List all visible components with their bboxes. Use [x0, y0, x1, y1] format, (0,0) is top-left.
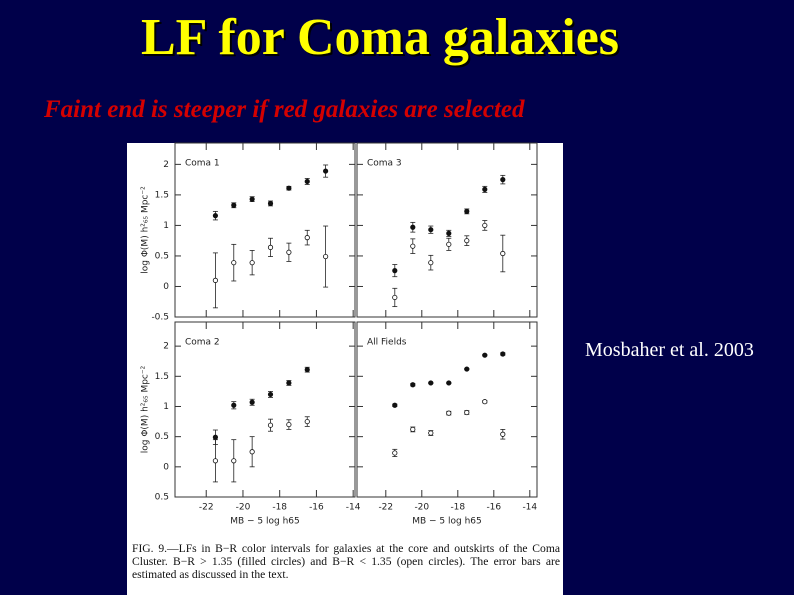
data-point [482, 222, 488, 229]
data-point [500, 250, 506, 257]
data-point [231, 202, 237, 208]
data-point [500, 431, 506, 437]
x-tick-label: -18 [272, 503, 287, 513]
data-point [500, 351, 506, 357]
data-point [428, 380, 434, 386]
panel-label: Coma 2 [185, 338, 220, 348]
y-tick-label: 2 [163, 342, 169, 352]
data-point [249, 260, 255, 266]
data-point [267, 391, 274, 398]
y-tick-label: 0.5 [155, 251, 169, 261]
data-point [410, 382, 416, 388]
y-tick-label: 1.5 [155, 190, 169, 200]
x-axis-label: MB − 5 log h65 [412, 517, 482, 527]
slide-title: LF for Coma galaxies [140, 9, 620, 66]
y-tick-label: 0.5 [155, 432, 169, 442]
y-axis-label: log Φ(M) h²₆₅ Mpc⁻² [141, 365, 151, 453]
data-point [482, 399, 488, 405]
data-point [392, 294, 398, 301]
data-point [231, 260, 237, 266]
y-tick-label: 1 [163, 221, 169, 231]
data-point [392, 402, 398, 408]
x-axis-label: MB − 5 log h65 [230, 517, 300, 527]
panel-frame [356, 142, 538, 318]
slide-subtitle: Faint end is steeper if red galaxies are… [44, 96, 525, 123]
data-point [410, 224, 416, 230]
data-point [286, 249, 292, 255]
x-tick-label: -14 [346, 503, 361, 513]
data-point [323, 168, 329, 174]
panel-frame [174, 321, 356, 498]
data-point [304, 418, 310, 425]
data-point [464, 366, 470, 372]
figure-background [127, 143, 563, 595]
data-point [212, 434, 219, 440]
x-tick-label: -16 [486, 503, 501, 513]
panel-frame [174, 142, 356, 318]
data-point [410, 426, 416, 433]
data-point [267, 422, 274, 428]
data-point [267, 244, 274, 250]
data-point [464, 409, 470, 416]
x-tick-label: -22 [378, 503, 393, 513]
x-tick-label: -20 [236, 503, 251, 513]
data-point [446, 380, 452, 386]
panel-frame [356, 321, 538, 498]
y-tick-label: 0 [163, 462, 169, 472]
data-point [392, 450, 398, 456]
data-point [464, 208, 470, 214]
data-point [446, 241, 452, 247]
y-tick-label: 1.5 [155, 372, 169, 382]
data-point [286, 185, 292, 191]
data-point [304, 367, 310, 373]
data-point [410, 243, 416, 249]
data-point [212, 458, 219, 464]
data-point [212, 213, 219, 219]
data-point [304, 235, 310, 241]
x-tick-label: -14 [522, 503, 537, 513]
x-tick-label: -22 [199, 503, 214, 513]
x-tick-label: -18 [450, 503, 465, 513]
data-point [464, 238, 470, 244]
data-point [428, 227, 434, 233]
data-point [267, 200, 274, 207]
y-axis-label: log Φ(M) h²₆₅ Mpc⁻² [141, 186, 151, 274]
y-tick-label: 0 [163, 282, 169, 292]
data-point [304, 178, 310, 185]
y-tick-label: -0.5 [151, 313, 169, 323]
data-point [249, 399, 255, 405]
x-tick-label: -20 [414, 503, 429, 513]
data-point [446, 410, 452, 416]
y-tick-label: 0.5 [155, 493, 169, 503]
panel-label: Coma 1 [185, 159, 220, 169]
data-point [323, 253, 329, 260]
data-point [428, 260, 434, 266]
data-point [286, 380, 292, 386]
caption: FIG. 9.—LFs in B−R color intervals for g… [132, 542, 560, 581]
data-point [446, 230, 452, 236]
y-tick-label: 2 [163, 160, 169, 170]
data-point [212, 277, 219, 283]
x-tick-label: -16 [309, 503, 324, 513]
credit: Mosbaher et al. 2003 [585, 339, 754, 361]
data-point [428, 430, 434, 436]
data-point [392, 267, 398, 274]
data-point [500, 177, 506, 183]
data-point [231, 458, 237, 464]
data-point [286, 421, 292, 428]
data-point [482, 352, 488, 358]
panel-label: Coma 3 [367, 159, 402, 169]
panel-label: All Fields [367, 338, 407, 348]
y-tick-label: 1 [163, 402, 169, 412]
data-point [249, 196, 255, 202]
data-point [249, 449, 255, 455]
data-point [482, 186, 488, 192]
data-point [231, 402, 237, 408]
